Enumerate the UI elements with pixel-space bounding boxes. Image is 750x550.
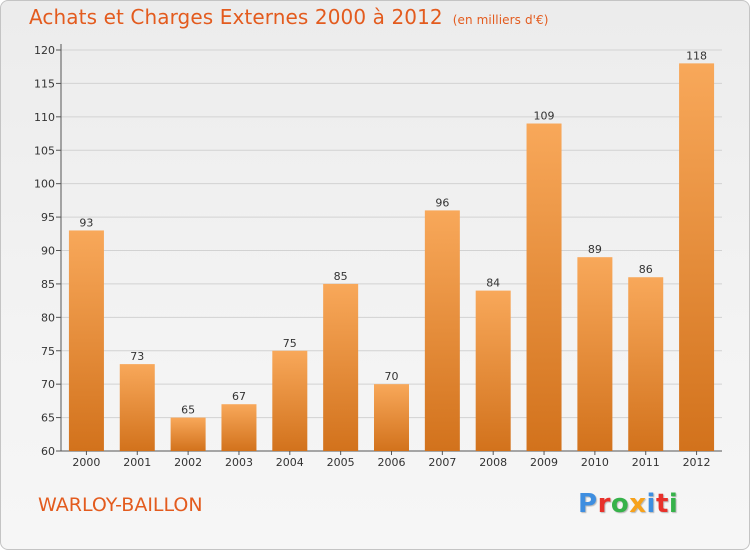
x-tick-label: 2007 (428, 456, 456, 469)
logo-letter: i (668, 489, 679, 519)
commune-name: WARLOY-BAILLON (38, 494, 203, 516)
chart-unit: (en milliers d'€) (452, 13, 549, 27)
data-label: 70 (385, 370, 399, 383)
y-tick-label: 95 (41, 211, 55, 224)
bar-2004 (272, 350, 308, 451)
x-tick-label: 2010 (581, 456, 609, 469)
x-tick-label: 2011 (632, 456, 660, 469)
x-tick-labels: 2000 2001 2002 2003 2004 2005 2006 2007 2008 2009… (72, 456, 710, 469)
logo-letter: P (578, 489, 598, 519)
data-label: 84 (486, 277, 500, 290)
y-tick-label: 115 (34, 77, 55, 90)
y-tick-labels: 60 65 70 75 80 85 90 95 100 105 110 115 120 (34, 44, 55, 458)
bar-2007 (424, 210, 460, 451)
logo-letter: r (597, 489, 611, 519)
logo-letter: o (610, 489, 630, 519)
bar-2009 (526, 123, 562, 452)
x-tick-label: 2004 (276, 456, 304, 469)
chart-title-text: Achats et Charges Externes 2000 à 2012 (29, 5, 443, 29)
bar-2006 (374, 384, 409, 451)
y-tick-label: 90 (41, 245, 55, 258)
x-tick-label: 2009 (530, 456, 558, 469)
proxiti-logo[interactable]: Proxiti (578, 489, 678, 519)
bar-2008 (475, 290, 511, 451)
bar-2001 (119, 364, 155, 451)
y-tick-label: 110 (34, 111, 55, 124)
x-tick-label: 2008 (479, 456, 507, 469)
logo-letter: t (655, 489, 669, 519)
data-label: 85 (334, 270, 348, 283)
bar-2010 (577, 257, 613, 451)
y-tick-label: 85 (41, 278, 55, 291)
x-tick-label: 2002 (174, 456, 202, 469)
data-label: 67 (232, 390, 246, 403)
data-label: 93 (79, 216, 93, 229)
data-label: 75 (283, 337, 297, 350)
logo-letter: x (629, 489, 647, 519)
x-tick-label: 2003 (225, 456, 253, 469)
data-label: 118 (686, 49, 707, 62)
bar-2005 (323, 283, 359, 451)
y-tick-label: 70 (41, 378, 55, 391)
bar-2003 (221, 404, 257, 451)
x-tick-label: 2005 (327, 456, 355, 469)
data-label: 109 (534, 110, 555, 123)
bar-2011 (628, 277, 664, 451)
data-label: 89 (588, 243, 602, 256)
x-tick-label: 2012 (683, 456, 711, 469)
x-tick-label: 2001 (123, 456, 151, 469)
logo-letter: i (646, 489, 656, 519)
data-labels: 93 73 65 67 75 85 70 96 84 109 89 86 118 (79, 49, 707, 416)
data-label: 73 (130, 350, 144, 363)
x-tick-label: 2000 (72, 456, 100, 469)
y-tick-label: 75 (41, 345, 55, 358)
data-label: 65 (181, 404, 195, 417)
data-label: 96 (435, 196, 449, 209)
data-label: 86 (639, 263, 653, 276)
y-tick-label: 80 (41, 311, 55, 324)
chart-title: Achats et Charges Externes 2000 à 2012 (e… (29, 5, 549, 29)
y-tick-label: 60 (41, 445, 55, 458)
bar-2012 (679, 63, 715, 451)
y-tick-label: 100 (34, 178, 55, 191)
bar-2002 (170, 417, 206, 451)
bars (68, 63, 715, 452)
y-tick-label: 65 (41, 412, 55, 425)
y-tick-label: 105 (34, 144, 55, 157)
bar-2000 (68, 230, 104, 451)
x-tick-label: 2006 (378, 456, 406, 469)
y-tick-label: 120 (34, 44, 55, 57)
